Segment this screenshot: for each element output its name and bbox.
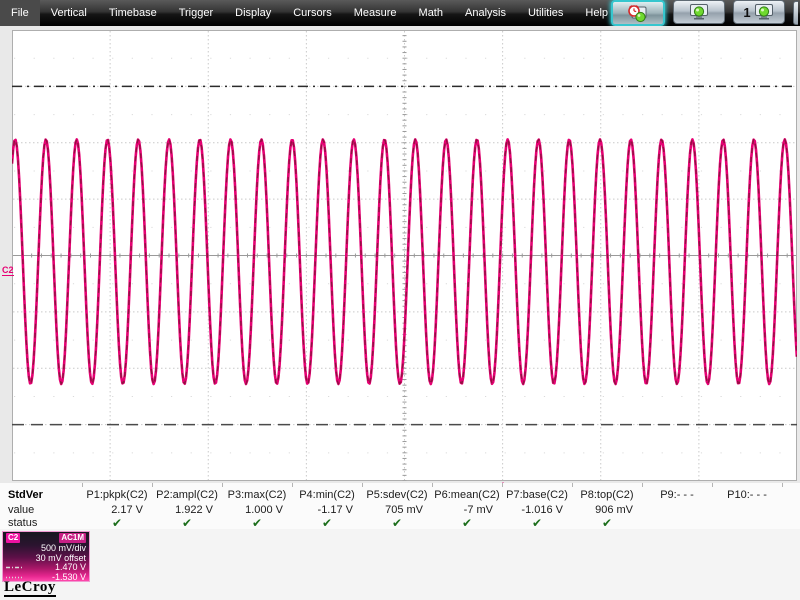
status-check-icon-1: ✔ xyxy=(111,515,123,530)
button-badge: 1 xyxy=(743,4,751,20)
column-separator-tick xyxy=(502,483,503,487)
menu-items: File Vertical Timebase Trigger Display Cursor… xyxy=(0,0,619,26)
param-value-1: 2.17 V xyxy=(111,503,143,516)
param-header-1[interactable]: P1:pkpk(C2) xyxy=(86,489,148,501)
param-header-8[interactable]: P8:top(C2) xyxy=(580,489,634,501)
status-check-icon-6: ✔ xyxy=(461,515,473,530)
measurement-value-row: value 2.17 V 1.922 V 1.000 V -1.17 V 705 mV -… xyxy=(0,503,800,516)
menu-item-display[interactable]: Display xyxy=(235,7,272,19)
alarm-clock-icon xyxy=(628,4,647,22)
status-check-icon-8: ✔ xyxy=(601,515,613,530)
lecroy-logo: LeCroy xyxy=(4,579,56,597)
param-header-6[interactable]: P6:mean(C2) xyxy=(434,489,500,501)
param-header-4[interactable]: P4:min(C2) xyxy=(299,489,355,501)
param-value-4: -1.17 V xyxy=(317,503,353,516)
monitor-icon xyxy=(690,4,708,20)
menu-item-measure[interactable]: Measure xyxy=(353,7,397,19)
menu-item-help[interactable]: Help xyxy=(585,7,609,19)
param-value-3: 1.000 V xyxy=(245,503,283,516)
channel-level-2: -1.530 V xyxy=(6,571,86,583)
param-header-7[interactable]: P7:base(C2) xyxy=(506,489,568,501)
column-separator-tick xyxy=(712,483,713,487)
coupling-badge: AC1M xyxy=(59,533,86,543)
column-separator-tick xyxy=(572,483,573,487)
toolbar-button-auto-setup[interactable] xyxy=(611,0,665,26)
value-row-label: value xyxy=(8,503,35,516)
measurement-status-row: status ✔ ✔ ✔ ✔ ✔ ✔ ✔ ✔ xyxy=(0,516,800,529)
dotted-line-icon xyxy=(6,576,24,578)
param-header-9[interactable]: P9:- - - xyxy=(660,489,694,501)
param-value-5: 705 mV xyxy=(385,503,423,516)
channel-descriptor-c2[interactable]: C2 AC1M 500 mV/div 30 mV offset 1.470 V-… xyxy=(2,531,90,582)
menu-item-vertical[interactable]: Vertical xyxy=(50,7,87,19)
level-value: 1.470 V xyxy=(54,562,86,572)
column-separator-tick xyxy=(152,483,153,487)
param-header-3[interactable]: P3:max(C2) xyxy=(227,489,287,501)
param-value-8: 906 mV xyxy=(595,503,633,516)
scope-display: C2 xyxy=(0,26,800,483)
column-separator-tick xyxy=(432,483,433,487)
menu-item-math[interactable]: Math xyxy=(418,7,443,19)
param-value-6: -7 mV xyxy=(463,503,493,516)
channel-scale: 500 mV/div xyxy=(40,543,86,553)
status-check-icon-4: ✔ xyxy=(321,515,333,530)
param-header-10[interactable]: P10:- - - xyxy=(727,489,767,501)
channel-ground-marker[interactable]: C2 xyxy=(2,265,14,276)
trace-c2-overlay xyxy=(12,138,797,385)
menu-item-file[interactable]: File xyxy=(0,0,40,26)
waveform-graticule[interactable] xyxy=(12,30,797,481)
column-separator-tick xyxy=(292,483,293,487)
status-row-label: status xyxy=(8,516,38,529)
menu-item-utilities[interactable]: Utilities xyxy=(527,7,564,19)
status-check-icon-3: ✔ xyxy=(251,515,263,530)
toolbar-button-display-grid[interactable] xyxy=(673,0,725,24)
menu-bar: File Vertical Timebase Trigger Display Cursor… xyxy=(0,0,800,26)
column-separator-tick xyxy=(782,483,783,487)
measurement-set-label: StdVer xyxy=(8,489,43,501)
waveform-svg xyxy=(12,30,797,481)
channel-level-1: 1.470 V xyxy=(6,562,86,573)
param-header-5[interactable]: P5:sdev(C2) xyxy=(366,489,428,501)
menu-item-trigger[interactable]: Trigger xyxy=(178,7,214,19)
table-column-ticks xyxy=(0,483,800,488)
column-separator-tick xyxy=(222,483,223,487)
monitor-icon xyxy=(754,4,773,20)
measurement-header-row: StdVer P1:pkpk(C2) P2:ampl(C2) P3:max(C2) P… xyxy=(0,487,800,503)
menu-item-analysis[interactable]: Analysis xyxy=(465,7,506,19)
channel-offset: 30 mV offset xyxy=(35,552,86,563)
dash-dot-line-icon xyxy=(6,567,24,569)
menu-item-timebase[interactable]: Timebase xyxy=(108,7,157,19)
column-separator-tick xyxy=(82,483,83,487)
toolbar: 1 xyxy=(611,0,798,26)
status-check-icon-2: ✔ xyxy=(181,515,193,530)
param-header-2[interactable]: P2:ampl(C2) xyxy=(156,489,218,501)
level-value: -1.530 V xyxy=(51,571,86,582)
toolbar-button-display-grid-1[interactable]: 1 xyxy=(733,0,785,24)
measurement-table: StdVer P1:pkpk(C2) P2:ampl(C2) P3:max(C2) P… xyxy=(0,483,800,529)
status-check-icon-5: ✔ xyxy=(391,515,403,530)
toolbar-overflow-button[interactable] xyxy=(793,1,798,25)
menu-item-cursors[interactable]: Cursors xyxy=(293,7,332,19)
column-separator-tick xyxy=(642,483,643,487)
channel-badge: C2 xyxy=(6,533,21,543)
param-value-2: 1.922 V xyxy=(175,503,213,516)
column-separator-tick xyxy=(362,483,363,487)
param-value-7: -1.016 V xyxy=(521,503,563,516)
status-check-icon-7: ✔ xyxy=(531,515,543,530)
